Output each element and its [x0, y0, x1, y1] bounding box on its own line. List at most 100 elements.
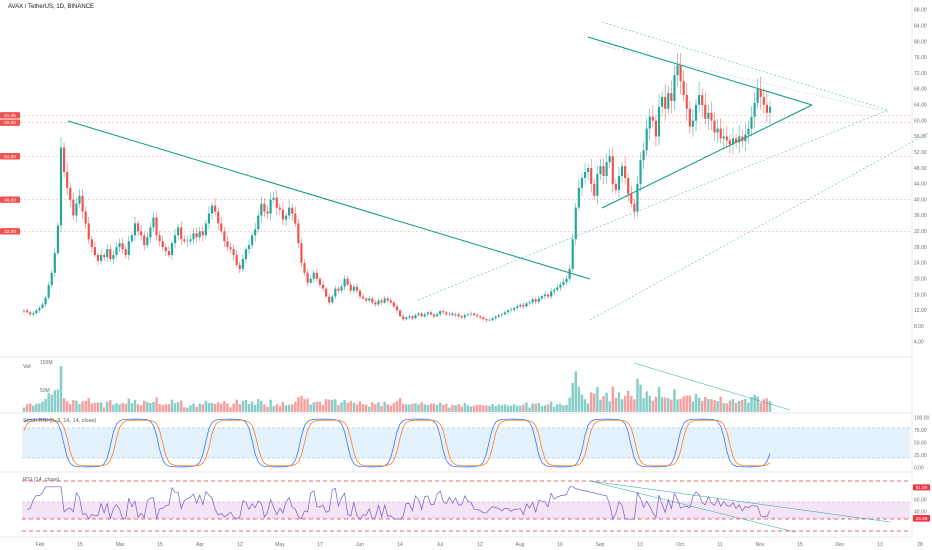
candle-body	[167, 251, 170, 256]
volume-bar	[50, 394, 53, 412]
rsi-trendline-1	[589, 480, 891, 523]
ascending-channel-upper[interactable]	[417, 109, 889, 301]
volume-bar	[272, 406, 275, 412]
volume-bar	[768, 401, 772, 412]
volume-bar	[346, 402, 349, 412]
volume-bar	[472, 405, 476, 412]
candle	[750, 106, 753, 137]
ascending-channel-lower[interactable]	[589, 131, 931, 321]
candle-body	[522, 304, 525, 307]
time-tick-label: Feb	[36, 542, 45, 548]
candle	[537, 295, 540, 305]
volume-bar	[497, 404, 500, 412]
time-axis[interactable]: Feb 15 Mar 15 Apr 12 May 17 Jun 14 Jul 12 Aug 16 Sep 13…	[36, 542, 923, 548]
volume-bar	[78, 404, 81, 412]
candle-body	[260, 203, 263, 216]
candle-body	[395, 306, 399, 311]
time-tick-label: Apr	[196, 542, 204, 548]
candle	[386, 296, 389, 304]
volume-bar	[522, 404, 525, 412]
volume-bar	[593, 393, 596, 412]
candle-body	[189, 239, 192, 242]
candle	[177, 224, 180, 240]
candle-body	[405, 317, 408, 320]
volume-bar	[491, 404, 494, 412]
candle-body	[667, 93, 670, 109]
volume-bar	[670, 399, 673, 412]
long-downtrend-line[interactable]	[67, 120, 591, 280]
candle	[550, 288, 553, 300]
candle	[725, 125, 728, 148]
candle-body	[707, 112, 710, 119]
stoch-axis: 100.00 75.00 50.00 25.00 0.00	[914, 416, 930, 472]
rsi-line	[27, 486, 771, 521]
candle	[747, 120, 750, 144]
candle	[321, 281, 325, 292]
candle-body	[534, 299, 537, 302]
volume-bar	[405, 404, 408, 412]
candle	[574, 202, 577, 246]
candle-body	[657, 106, 661, 137]
volume-bar	[47, 392, 50, 412]
candle-body	[448, 313, 451, 315]
candle	[633, 198, 636, 219]
candle-body	[278, 207, 281, 210]
time-tick-label: Nov	[756, 542, 765, 548]
candle-body	[735, 138, 738, 143]
volume-bar	[519, 405, 522, 412]
candle-body	[426, 312, 429, 315]
candle-body	[599, 166, 602, 175]
price-badge-label: 61.35	[4, 113, 16, 118]
price-tick-label: 12.00	[914, 308, 927, 314]
candle-body	[288, 207, 291, 216]
candle	[306, 269, 309, 287]
price-axis[interactable]: 88.00 84.00 80.00 76.00 72.00 68.00 64.00 60.00…	[914, 8, 927, 346]
candle	[275, 190, 278, 216]
wedge-outer-upper-2[interactable]	[599, 44, 889, 113]
candle	[217, 207, 220, 231]
volume-bar	[719, 396, 722, 412]
time-tick-label: 13	[637, 542, 643, 548]
candle	[127, 235, 130, 261]
price-badge-bg	[0, 112, 20, 119]
candle	[244, 246, 248, 264]
candle	[762, 88, 765, 115]
candle-body	[392, 302, 395, 307]
candle-body	[81, 195, 84, 212]
candle-body	[460, 316, 463, 318]
candle	[657, 94, 661, 146]
candle	[472, 312, 476, 317]
candle-body	[263, 203, 266, 212]
candle-body	[661, 96, 664, 107]
candle-body	[303, 262, 306, 273]
price-tick-label: 4.00	[914, 340, 924, 346]
price-badges: 61.35 59.50 51.00 40.00 32.00	[0, 112, 20, 235]
volume-bar	[152, 401, 155, 412]
candle	[448, 311, 451, 317]
candle	[44, 295, 47, 308]
volume-bar	[244, 399, 248, 412]
candle	[429, 310, 432, 316]
candle	[78, 188, 81, 208]
volume-bar	[216, 402, 220, 412]
price-tick-label: 88.00	[914, 8, 927, 14]
volume-tick-label: 50M	[40, 388, 50, 394]
wedge-outer-upper[interactable]	[601, 21, 889, 111]
volume-bar	[22, 407, 26, 412]
volume-bar	[679, 398, 682, 412]
candle	[374, 299, 377, 307]
volume-bar	[81, 401, 84, 412]
candle-body	[630, 193, 633, 204]
volume-bar	[386, 404, 389, 412]
triangle-upper-line[interactable]	[587, 36, 813, 106]
candle	[457, 312, 460, 318]
volume-bar	[324, 399, 328, 412]
candle-body	[380, 300, 383, 303]
candle-body	[593, 183, 596, 196]
candle	[22, 309, 26, 314]
candle	[676, 52, 679, 87]
candle	[164, 243, 167, 257]
candle-body	[587, 168, 590, 173]
candle-body	[620, 166, 624, 176]
